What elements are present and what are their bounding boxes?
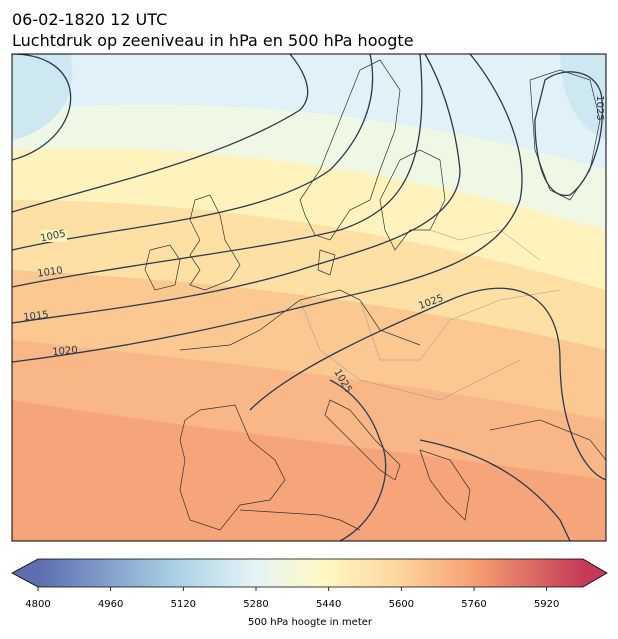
isobars [12,54,606,541]
colorbar-extend-high [583,559,607,587]
colorbar: 500 hPa hoogte in meter 4800 4960 5120 5280… [11,558,608,628]
contour-label: 1025 [594,95,605,120]
label-halo [41,230,67,242]
title-date: 06-02-1820 12 UTC [12,10,167,29]
colorbar-tick-label: 5760 [461,599,486,610]
field-band [12,54,73,140]
colorbar-tick-label: 5280 [243,599,268,610]
contour-label: 1020 [52,345,78,358]
colorbar-tick-label: 4960 [98,599,123,610]
colorbar-tick-label: 4800 [25,599,50,610]
field-band [560,54,606,140]
contour-label: 1005 [40,228,67,244]
colorbar-tick-label: 5440 [316,599,341,610]
colorbar-tick-label: 5600 [389,599,414,610]
colorbar-body [38,559,583,587]
colorbar-label: 500 hPa hoogte in meter [248,617,373,628]
colorbar-outline [11,558,608,588]
title-subtitle: Luchtdruk op zeeniveau in hPa en 500 hPa… [12,31,414,50]
colorbar-extend-low [12,559,38,587]
colorbar-tick-label: 5120 [171,599,196,610]
field-band [12,54,606,170]
map: 1005 1010 1015 1020 1025 1025 1025 [12,54,606,541]
colorbar-tick-label: 5920 [534,599,559,610]
contour-label: 1010 [37,265,64,279]
borders [299,229,561,401]
contour-label: 1015 [23,309,50,323]
map-frame [11,53,607,542]
